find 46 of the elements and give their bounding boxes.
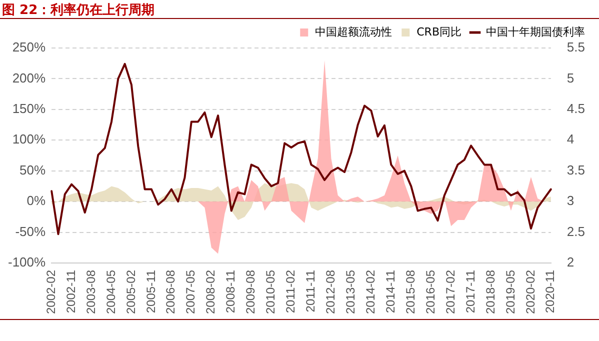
y2-tick-label: 4 (566, 132, 574, 147)
x-tick-label: 2014-11 (383, 270, 398, 314)
y-tick-label: 0% (26, 193, 46, 208)
y-tick-label: 150% (12, 100, 46, 116)
legend-label: 中国超额流动性 (315, 25, 392, 38)
x-tick-label: 2016-05 (423, 270, 438, 314)
y2-tick-label: 3 (566, 193, 574, 208)
x-tick-label: 2007-05 (184, 270, 198, 314)
x-tick-label: 2009-08 (244, 270, 258, 314)
y-tick-label: 100% (12, 132, 46, 147)
x-tick-label: 2019-05 (503, 270, 518, 314)
y2-tick-label: 2 (566, 254, 574, 270)
x-tick-label: 2005-02 (124, 270, 138, 314)
legend-label: 中国十年期国债利率 (486, 25, 585, 38)
y-tick-label: 200% (12, 70, 46, 86)
legend-label: CRB同比 (416, 25, 462, 38)
x-tick-label: 2018-08 (483, 270, 498, 314)
x-tick-label: 2017-11 (463, 270, 478, 314)
x-tick-label: 2008-11 (224, 270, 238, 314)
x-tick-label: 2008-02 (204, 270, 218, 314)
y2-tick-label: 2.5 (566, 224, 586, 239)
x-tick-label: 2002-02 (44, 270, 58, 314)
x-tick-label: 2011-02 (284, 270, 298, 314)
x-tick-label: 2005-11 (144, 270, 158, 314)
y-tick-label: -50% (15, 224, 46, 239)
y-tick-label: 250% (12, 40, 46, 55)
x-tick-label: 2017-02 (443, 270, 458, 314)
x-tick-label: 2015-08 (403, 270, 418, 314)
x-tick-label: 2013-05 (344, 270, 358, 314)
x-tick-label: 2014-02 (363, 270, 378, 314)
x-tick-label: 2010-05 (264, 270, 278, 314)
x-tick-label: 2020-02 (523, 270, 538, 314)
y-tick-label: 50% (20, 162, 46, 178)
y2-tick-label: 5.5 (566, 40, 586, 55)
y-tick-label: -100% (8, 254, 46, 270)
y2-tick-label: 4.5 (566, 100, 586, 116)
x-tick-label: 2003-08 (84, 270, 98, 314)
x-tick-label: 2004-05 (104, 270, 118, 314)
chart-title: 图 22：利率仍在上行周期 (0, 0, 599, 19)
x-tick-label: 2002-11 (64, 270, 78, 314)
x-tick-label: 2006-08 (164, 270, 178, 314)
x-tick-label: 2011-11 (304, 270, 318, 312)
y2-tick-label: 5 (566, 70, 574, 86)
y2-tick-label: 3.5 (566, 162, 586, 178)
x-tick-label: 2020-11 (543, 270, 558, 314)
x-tick-label: 2012-08 (324, 270, 338, 314)
